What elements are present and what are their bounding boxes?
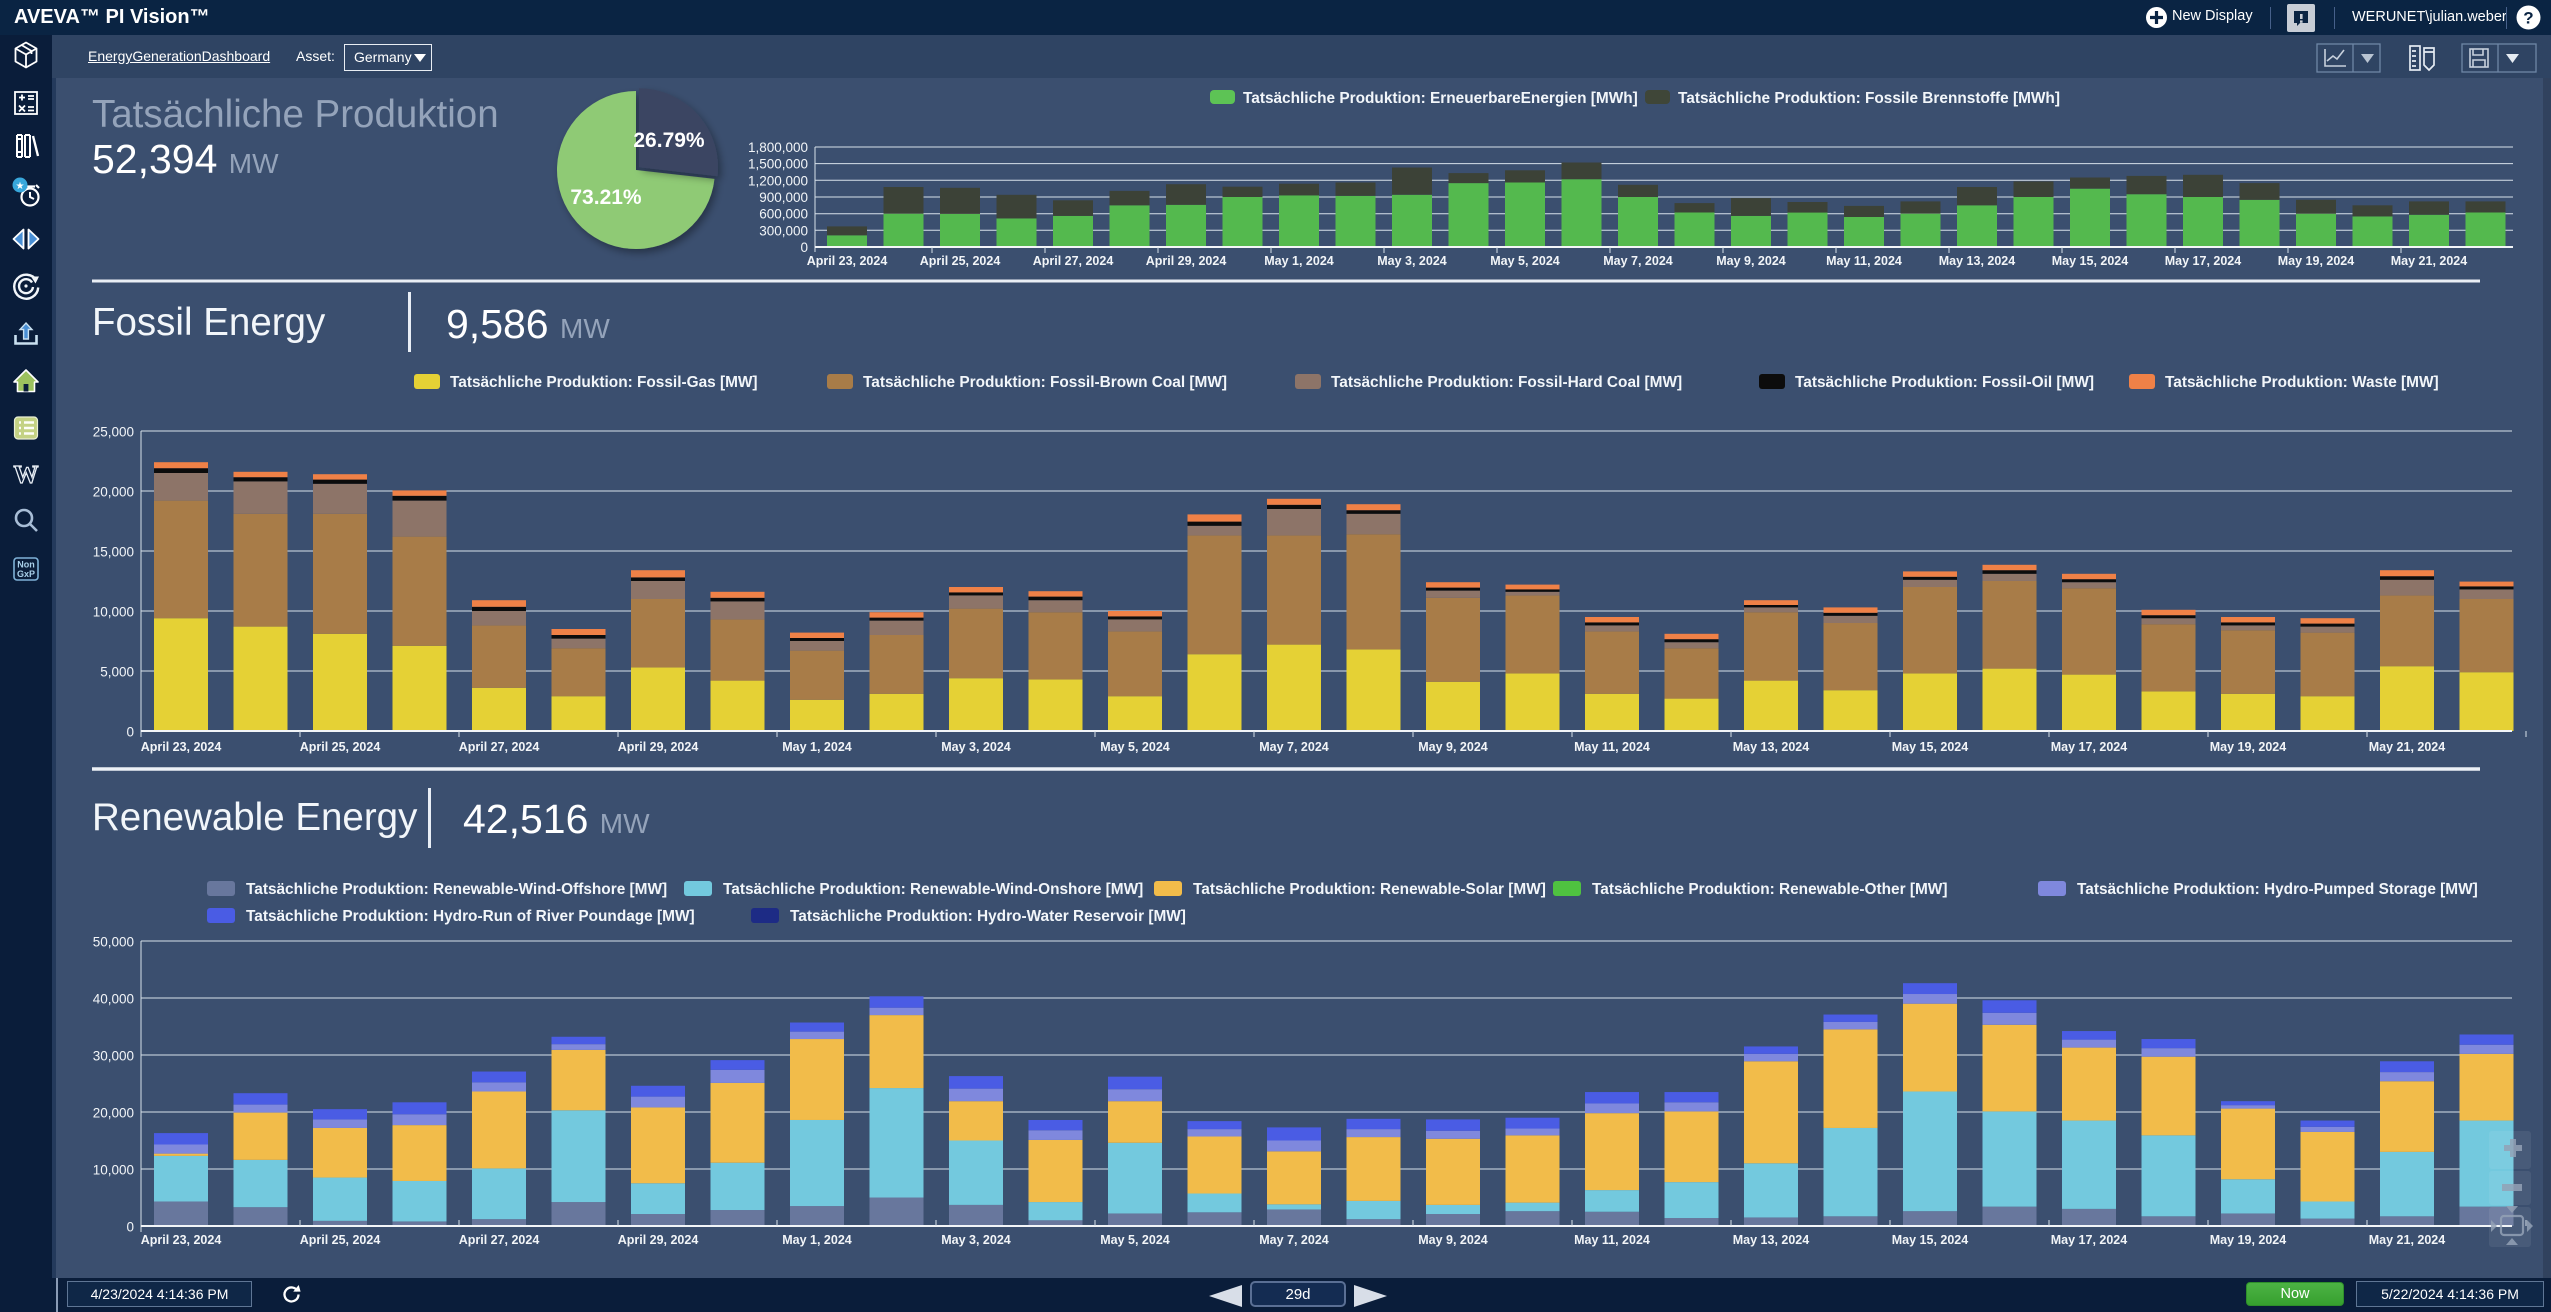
svg-text:May 17, 2024: May 17, 2024 [2051, 740, 2127, 754]
svg-text:May 5, 2024: May 5, 2024 [1100, 740, 1170, 754]
svg-text:25,000: 25,000 [93, 425, 134, 440]
svg-text:May 9, 2024: May 9, 2024 [1418, 740, 1488, 754]
svg-text:April 23, 2024: April 23, 2024 [807, 254, 888, 268]
svg-text:Tatsächliche Produktion: Renew: Tatsächliche Produktion: Renewable-Wind-… [723, 881, 1143, 898]
svg-text:1,800,000: 1,800,000 [748, 140, 808, 155]
svg-text:April 23, 2024: April 23, 2024 [141, 1233, 222, 1247]
svg-text:50,000: 50,000 [93, 935, 134, 950]
svg-text:Tatsächliche Produktion: Fossi: Tatsächliche Produktion: Fossil-Hard Coa… [1331, 374, 1682, 391]
svg-text:0: 0 [126, 1220, 134, 1235]
svg-text:April 27, 2024: April 27, 2024 [1033, 254, 1114, 268]
svg-text:May 1, 2024: May 1, 2024 [782, 1233, 852, 1247]
svg-text:May 19, 2024: May 19, 2024 [2278, 254, 2354, 268]
svg-text:10,000: 10,000 [93, 605, 134, 620]
svg-text:May 17, 2024: May 17, 2024 [2165, 254, 2241, 268]
svg-text:May 17, 2024: May 17, 2024 [2051, 1233, 2127, 1247]
svg-text:26.79%: 26.79% [633, 129, 705, 152]
svg-text:0: 0 [126, 725, 134, 740]
svg-text:20,000: 20,000 [93, 485, 134, 500]
svg-text:April 27, 2024: April 27, 2024 [459, 1233, 540, 1247]
svg-text:Tatsächliche Produktion: Erneu: Tatsächliche Produktion: ErneuerbareEner… [1243, 90, 1638, 107]
svg-text:1,500,000: 1,500,000 [748, 157, 808, 172]
svg-text:Tatsächliche Produktion: Renew: Tatsächliche Produktion: Renewable-Solar… [1193, 881, 1546, 898]
svg-text:Tatsächliche Produktion: Fossi: Tatsächliche Produktion: Fossile Brennst… [1678, 90, 2060, 107]
svg-text:W: W [14, 462, 39, 489]
svg-text:May 1, 2024: May 1, 2024 [1264, 254, 1334, 268]
svg-text:April 23, 2024: April 23, 2024 [141, 740, 222, 754]
svg-text:40,000: 40,000 [93, 992, 134, 1007]
svg-text:May 11, 2024: May 11, 2024 [1826, 254, 1902, 268]
svg-text:April 25, 2024: April 25, 2024 [920, 254, 1001, 268]
svg-text:600,000: 600,000 [759, 207, 808, 222]
svg-text:Tatsächliche Produktion: Hydro: Tatsächliche Produktion: Hydro-Pumped St… [2077, 881, 2478, 898]
svg-text:Tatsächliche Produktion: Waste: Tatsächliche Produktion: Waste [MW] [2165, 374, 2439, 391]
svg-text:5,000: 5,000 [100, 665, 134, 680]
svg-text:April 29, 2024: April 29, 2024 [618, 1233, 699, 1247]
svg-text:0: 0 [800, 240, 808, 255]
svg-text:10,000: 10,000 [93, 1163, 134, 1178]
svg-text:Non: Non [17, 560, 35, 570]
svg-text:73.21%: 73.21% [570, 186, 642, 209]
svg-text:April 29, 2024: April 29, 2024 [618, 740, 699, 754]
svg-text:May 21, 2024: May 21, 2024 [2369, 1233, 2445, 1247]
svg-text:May 11, 2024: May 11, 2024 [1574, 740, 1650, 754]
svg-text:May 13, 2024: May 13, 2024 [1733, 740, 1809, 754]
svg-text:30,000: 30,000 [93, 1049, 134, 1064]
svg-text:April 25, 2024: April 25, 2024 [300, 740, 381, 754]
svg-text:Tatsächliche Produktion: Hydro: Tatsächliche Produktion: Hydro-Water Res… [790, 908, 1186, 925]
svg-text:May 19, 2024: May 19, 2024 [2210, 740, 2286, 754]
svg-text:May 7, 2024: May 7, 2024 [1259, 1233, 1329, 1247]
svg-text:Tatsächliche Produktion: Fossi: Tatsächliche Produktion: Fossil-Gas [MW] [450, 374, 758, 391]
svg-text:May 5, 2024: May 5, 2024 [1490, 254, 1560, 268]
svg-text:April 29, 2024: April 29, 2024 [1146, 254, 1227, 268]
svg-text:May 3, 2024: May 3, 2024 [941, 740, 1011, 754]
svg-text:May 11, 2024: May 11, 2024 [1574, 1233, 1650, 1247]
svg-text:Tatsächliche Produktion: Fossi: Tatsächliche Produktion: Fossil-Oil [MW] [1795, 374, 2094, 391]
svg-text:★: ★ [16, 181, 25, 192]
svg-text:May 5, 2024: May 5, 2024 [1100, 1233, 1170, 1247]
svg-text:Tatsächliche Produktion: Renew: Tatsächliche Produktion: Renewable-Wind-… [246, 881, 667, 898]
svg-text:May 13, 2024: May 13, 2024 [1939, 254, 2015, 268]
svg-text:May 3, 2024: May 3, 2024 [941, 1233, 1011, 1247]
svg-text:May 15, 2024: May 15, 2024 [2052, 254, 2128, 268]
svg-text:May 7, 2024: May 7, 2024 [1603, 254, 1673, 268]
svg-text:May 21, 2024: May 21, 2024 [2369, 740, 2445, 754]
svg-text:Tatsächliche Produktion: Renew: Tatsächliche Produktion: Renewable-Other… [1592, 881, 1947, 898]
svg-text:May 21, 2024: May 21, 2024 [2391, 254, 2467, 268]
svg-text:May 9, 2024: May 9, 2024 [1418, 1233, 1488, 1247]
svg-text:15,000: 15,000 [93, 545, 134, 560]
svg-text:May 15, 2024: May 15, 2024 [1892, 1233, 1968, 1247]
svg-text:May 1, 2024: May 1, 2024 [782, 740, 852, 754]
svg-text:Tatsächliche Produktion: Hydro: Tatsächliche Produktion: Hydro-Run of Ri… [246, 908, 695, 925]
svg-text:300,000: 300,000 [759, 223, 808, 238]
svg-text:May 9, 2024: May 9, 2024 [1716, 254, 1786, 268]
svg-text:April 27, 2024: April 27, 2024 [459, 740, 540, 754]
svg-text:May 15, 2024: May 15, 2024 [1892, 740, 1968, 754]
svg-text:?: ? [2523, 9, 2533, 28]
svg-text:May 3, 2024: May 3, 2024 [1377, 254, 1447, 268]
svg-text:900,000: 900,000 [759, 190, 808, 205]
svg-text:May 13, 2024: May 13, 2024 [1733, 1233, 1809, 1247]
svg-text:April 25, 2024: April 25, 2024 [300, 1233, 381, 1247]
svg-text:May 7, 2024: May 7, 2024 [1259, 740, 1329, 754]
svg-text:20,000: 20,000 [93, 1106, 134, 1121]
svg-text:GxP: GxP [17, 569, 35, 579]
svg-text:Tatsächliche Produktion: Fossi: Tatsächliche Produktion: Fossil-Brown Co… [863, 374, 1227, 391]
svg-text:May 19, 2024: May 19, 2024 [2210, 1233, 2286, 1247]
svg-text:1,200,000: 1,200,000 [748, 173, 808, 188]
